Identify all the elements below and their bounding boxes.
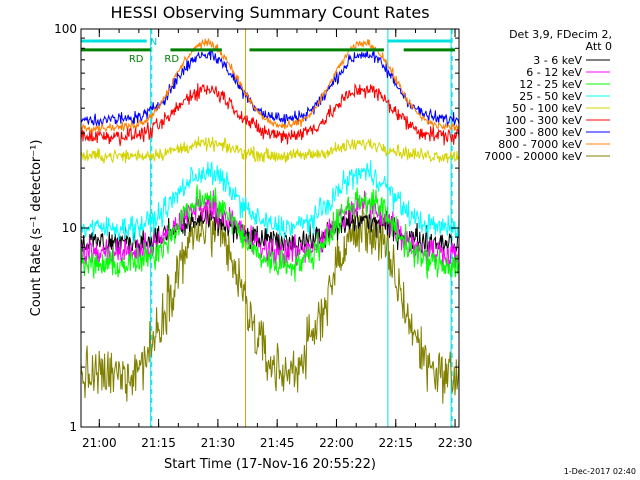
series-line [81,82,459,147]
y-tick-label: 100 [54,22,77,36]
y-tick-label: 1 [69,420,77,434]
legend-entry-label: 100 - 300 keV [505,114,582,127]
legend-entry-label: 25 - 50 keV [519,90,582,103]
legend-entry-label: 3 - 6 keV [533,54,582,67]
legend-title: Det 3,9, FDecim 2, [509,28,612,41]
y-tick-label: 10 [62,221,77,235]
series-line [81,49,459,128]
green-bar-label: RD [129,54,144,65]
x-tick-label: 22:00 [319,436,354,450]
legend-entry-label: 7000 - 20000 keV [484,150,582,163]
series-line [81,136,459,164]
legend-entry-label: 6 - 12 keV [526,66,582,79]
observing-bars: N RD RD [81,37,456,65]
cyan-bar-label: N [150,37,157,48]
series-line [81,160,459,243]
legend-title: Att 0 [586,40,612,53]
legend-entry-label: 12 - 25 keV [519,78,582,91]
chart-title: HESSI Observing Summary Count Rates [110,3,429,22]
x-tick-label: 21:45 [260,436,295,450]
legend-entry-label: 50 - 100 keV [512,102,582,115]
series-line [81,38,459,133]
legend-entry-label: 300 - 800 keV [505,126,582,139]
legend-entry-label: 800 - 7000 keV [498,138,582,151]
series-layer [81,38,459,404]
x-tick-label: 21:15 [141,436,176,450]
footer-timestamp: 1-Dec-2017 02:40 [564,467,636,476]
x-axis-label: Start Time (17-Nov-16 20:55:22) [164,457,376,472]
axes: 21:00 21:15 21:30 21:45 22:00 22:15 22:30 1 10 10… [54,22,472,450]
series-line [81,202,459,404]
series-line [81,184,459,282]
x-tick-label: 22:30 [438,436,473,450]
green-bar-label: RD [164,54,179,65]
x-tick-label: 22:15 [378,436,413,450]
y-axis-label: Count Rate (s⁻¹ detector⁻¹) [29,140,44,317]
x-tick-label: 21:00 [82,436,117,450]
x-tick-label: 21:30 [201,436,236,450]
